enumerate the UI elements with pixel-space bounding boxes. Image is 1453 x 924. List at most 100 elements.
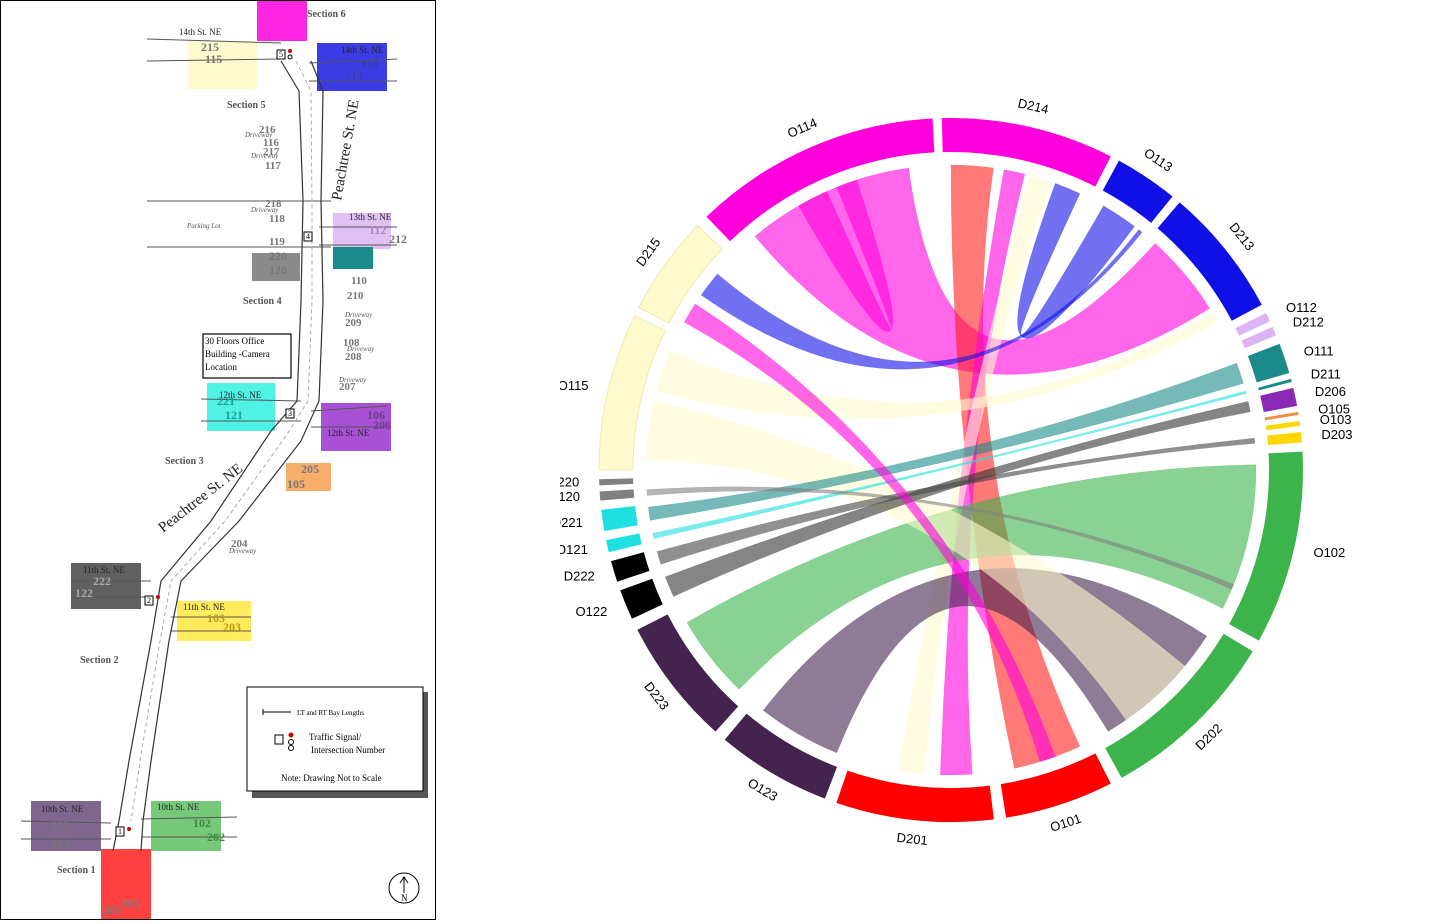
svg-text:Traffic Signal/: Traffic Signal/ — [309, 732, 362, 742]
zone-102-202 — [151, 801, 221, 851]
svg-text:204: 204 — [231, 538, 248, 550]
chord-O102-D223 — [686, 464, 1257, 690]
svg-text:105: 105 — [287, 477, 305, 491]
section-label: Section 4 — [243, 296, 282, 307]
group-label-O120: O120 — [560, 489, 580, 504]
svg-text:1: 1 — [118, 827, 122, 836]
svg-text:Driveway: Driveway — [346, 345, 375, 353]
group-arc-D222 — [610, 552, 650, 582]
cross-streets — [20, 38, 398, 840]
svg-text:5: 5 — [279, 50, 283, 59]
group-label-O101: O101 — [1048, 811, 1083, 835]
svg-text:207: 207 — [339, 381, 356, 393]
svg-text:212: 212 — [389, 232, 407, 246]
group-arc-D212 — [1241, 326, 1277, 349]
svg-text:119: 119 — [269, 236, 285, 248]
group-arc-O122 — [620, 578, 663, 619]
svg-text:113: 113 — [361, 57, 378, 71]
section-label: Section 3 — [165, 456, 204, 467]
svg-text:122: 122 — [75, 586, 93, 600]
svg-text:14th St. NE: 14th St. NE — [179, 27, 222, 37]
svg-text:201: 201 — [103, 903, 121, 917]
zone-111-211 — [333, 247, 373, 269]
svg-text:202: 202 — [207, 830, 225, 844]
svg-text:215: 215 — [201, 40, 219, 54]
group-label-D211: D211 — [1311, 367, 1341, 382]
section-label: Section 5 — [227, 100, 266, 111]
svg-text:120: 120 — [269, 263, 287, 277]
svg-text:13th St. NE: 13th St. NE — [349, 212, 392, 222]
svg-text:112: 112 — [369, 223, 386, 237]
group-arc-D214 — [941, 118, 1111, 187]
group-label-O123: O123 — [745, 775, 780, 804]
svg-text:Driveway: Driveway — [338, 376, 367, 384]
group-label-D220: D220 — [560, 474, 579, 489]
svg-text:Note: Drawing Not to Scale: Note: Drawing Not to Scale — [281, 773, 381, 783]
chord-D222-D203 — [656, 437, 1256, 565]
group-arc-D201 — [836, 770, 994, 822]
svg-text:213: 213 — [345, 68, 363, 82]
svg-text:220: 220 — [269, 249, 287, 263]
group-label-O122: O122 — [576, 604, 608, 619]
svg-text:121: 121 — [225, 408, 243, 422]
svg-text:216: 216 — [259, 124, 276, 136]
group-label-D206: D206 — [1315, 384, 1346, 399]
zone-215-115 — [187, 41, 257, 89]
group-arc-O120 — [599, 489, 635, 501]
chord-D214-O123 — [897, 175, 1051, 775]
svg-text:4: 4 — [306, 232, 310, 241]
svg-text:110: 110 — [351, 275, 367, 287]
group-label-O112: O112 — [1286, 300, 1317, 315]
section-label: Section 2 — [80, 655, 119, 666]
svg-text:Driveway: Driveway — [244, 131, 273, 139]
svg-text:203: 203 — [223, 620, 241, 634]
group-label-O105: O105 — [1318, 402, 1350, 417]
svg-text:LT and RT Bay Lengths: LT and RT Bay Lengths — [297, 709, 364, 717]
svg-text:14th St. NE: 14th St. NE — [341, 45, 384, 55]
parking-label: Parking Lot — [186, 222, 222, 230]
chord-O113-D215 — [700, 229, 1143, 370]
group-arc-O105 — [1264, 411, 1299, 421]
svg-text:Intersection Number: Intersection Number — [311, 745, 385, 755]
group-label-O114: O114 — [785, 115, 819, 141]
chord-D214-D201 — [940, 169, 1026, 776]
svg-text:116: 116 — [263, 137, 279, 149]
group-label-O102: O102 — [1313, 545, 1345, 560]
group-label-D201: D201 — [896, 830, 928, 848]
svg-text:N: N — [401, 893, 408, 903]
corridor-map: Section 6 Section 5 Section 4 Section 3 … — [0, 0, 436, 920]
svg-text:Driveway: Driveway — [228, 547, 257, 555]
svg-text:103: 103 — [207, 611, 225, 625]
group-label-O113: O113 — [1141, 145, 1175, 175]
svg-text:217: 217 — [263, 146, 280, 158]
group-label-D202: D202 — [1192, 721, 1225, 753]
svg-text:102: 102 — [193, 816, 211, 830]
zone-223-123 — [31, 801, 101, 851]
zone-201-101 — [101, 849, 151, 919]
svg-text:Driveway: Driveway — [344, 311, 373, 319]
svg-text:11th St. NE: 11th St. NE — [83, 565, 125, 575]
chord-D214-O113 — [1017, 183, 1135, 339]
section-label: Section 1 — [57, 865, 96, 876]
zone-114-214 — [257, 1, 307, 41]
svg-text:115: 115 — [205, 52, 222, 66]
zone-112-212 — [333, 213, 391, 249]
group-arc-D223 — [637, 614, 739, 732]
svg-text:123: 123 — [51, 836, 69, 850]
group-arc-O114 — [706, 118, 935, 242]
office-note-box — [202, 333, 292, 379]
signals: 1 2 3 4 5 — [115, 49, 313, 837]
chord-O114-O114 — [798, 179, 893, 333]
group-label-D215: D215 — [633, 235, 663, 269]
svg-text:117: 117 — [265, 160, 281, 172]
svg-text:106: 106 — [367, 408, 385, 422]
svg-text:208: 208 — [345, 351, 362, 363]
corridor-map-drawing: Section 6 Section 5 Section 4 Section 3 … — [20, 1, 428, 919]
svg-text:223: 223 — [51, 818, 69, 832]
peachtree-label-upper: Peachtree St. NE — [329, 98, 362, 201]
group-arc-D206 — [1260, 387, 1298, 413]
svg-text:11th St. NE: 11th St. NE — [183, 602, 225, 612]
svg-text:101: 101 — [121, 896, 139, 910]
group-label-O121: O121 — [560, 542, 588, 557]
